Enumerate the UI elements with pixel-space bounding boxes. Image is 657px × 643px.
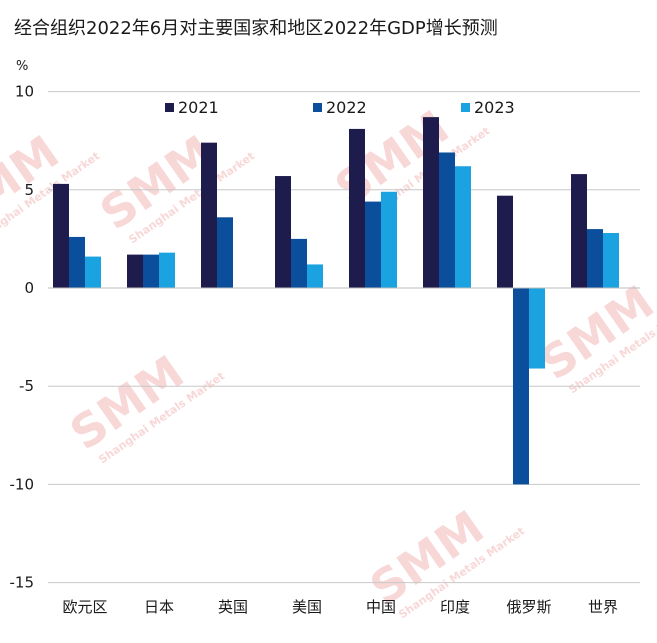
- bar-2021: [571, 174, 587, 288]
- y-tick-label: -15: [10, 574, 35, 592]
- x-category-label: 俄罗斯: [506, 598, 551, 616]
- chart-title: 经合组织2022年6月对主要国家和地区2022年GDP增长预测: [14, 18, 498, 39]
- bar-2022: [217, 217, 233, 288]
- bar-2021: [275, 176, 291, 288]
- x-category-label: 世界: [588, 598, 618, 616]
- bar-2021: [349, 128, 365, 288]
- bar-2023: [307, 264, 323, 288]
- bar-2021: [423, 117, 439, 288]
- x-category-label: 欧元区: [62, 598, 107, 616]
- legend-swatch: [165, 103, 174, 112]
- bar-2022: [69, 236, 85, 288]
- bar-2023: [381, 191, 397, 288]
- bar-2021: [497, 195, 513, 288]
- legend-label: 2022: [326, 98, 367, 117]
- y-tick-label: -5: [19, 377, 34, 395]
- bar-2022: [587, 229, 603, 288]
- bar-2021: [201, 142, 217, 288]
- bar-2022: [439, 152, 455, 288]
- bar-2023: [85, 256, 101, 288]
- bar-2023: [603, 233, 619, 288]
- x-category-label: 美国: [292, 598, 322, 616]
- y-tick-label: -10: [10, 475, 35, 493]
- legend-label: 2023: [474, 98, 515, 117]
- legend-swatch: [461, 103, 470, 112]
- y-axis-unit: %: [16, 59, 29, 74]
- x-category-label: 印度: [440, 598, 470, 616]
- legend-swatch: [313, 103, 322, 112]
- x-category-label: 中国: [366, 598, 396, 616]
- x-category-label: 英国: [218, 598, 248, 616]
- y-tick-label: 5: [24, 181, 34, 199]
- bar-2022: [513, 288, 529, 485]
- y-tick-label: 10: [15, 83, 34, 101]
- bar-2023: [529, 288, 545, 369]
- bar-2022: [143, 254, 159, 288]
- bar-2021: [53, 183, 69, 288]
- bar-2022: [365, 201, 381, 288]
- bar-2022: [291, 238, 307, 288]
- bar-2023: [455, 166, 471, 288]
- bar-2021: [127, 254, 143, 288]
- x-category-label: 日本: [144, 598, 174, 616]
- legend-label: 2021: [178, 98, 219, 117]
- bar-2023: [159, 252, 175, 288]
- y-tick-label: 0: [24, 279, 34, 297]
